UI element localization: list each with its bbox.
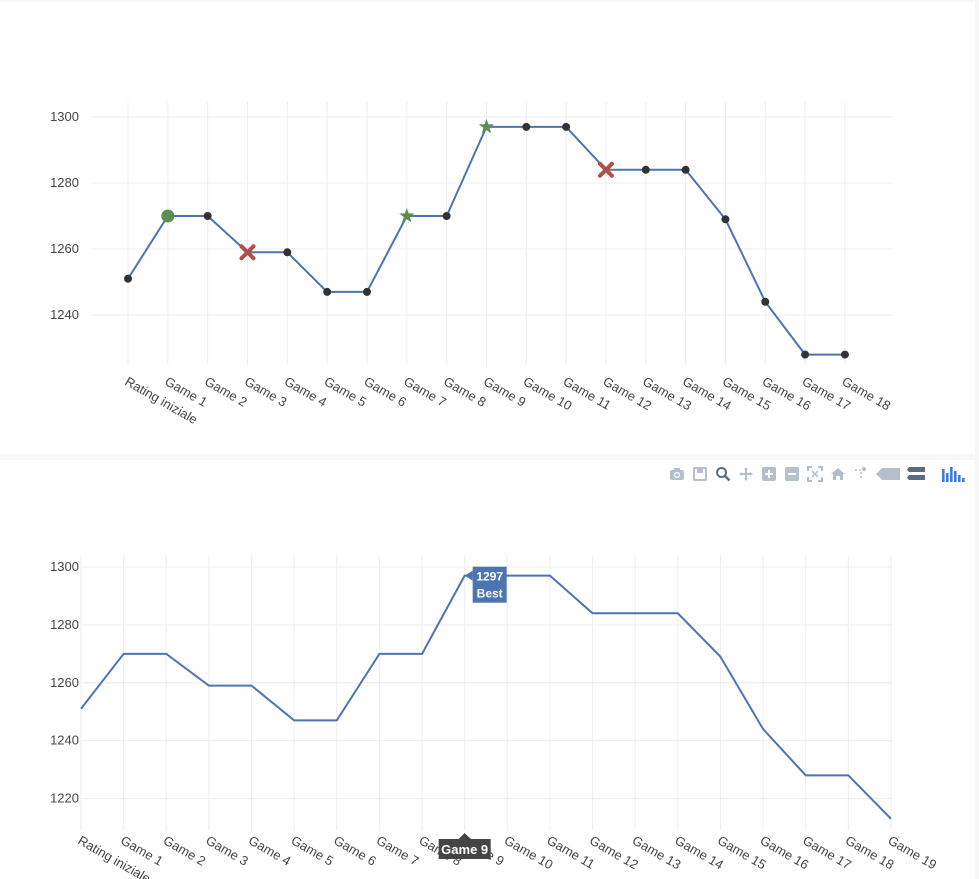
hover-x-text: Game 9 <box>441 842 488 857</box>
camera-icon[interactable] <box>668 465 685 482</box>
chart-panel-top[interactable]: 1240 1260 1280 1300 Rating iniziale Game 1 Gam… <box>0 2 975 454</box>
x-tick-label: Game 5 <box>322 374 370 410</box>
data-point <box>840 350 849 359</box>
zoom-icon[interactable] <box>714 465 731 482</box>
data-point <box>522 122 531 131</box>
x-tick-label: Game 19 <box>885 833 939 873</box>
x-tick-label: Game 11 <box>544 833 597 872</box>
y-tick-label: 1280 <box>50 175 79 190</box>
y-tick-label: 1260 <box>50 675 79 690</box>
hover-x-box <box>438 839 491 859</box>
y-tick-label: 1300 <box>50 109 79 124</box>
data-point <box>442 212 451 220</box>
x-tick-label: Game 9 <box>481 374 529 410</box>
hover-tooltip: 1297 Best <box>464 566 507 603</box>
compare-hover-icon[interactable] <box>875 465 901 482</box>
data-point <box>283 248 292 257</box>
hover-box <box>472 566 507 603</box>
y-tick-label: 1280 <box>50 617 79 632</box>
modebar <box>668 465 967 482</box>
plotly-logo-icon[interactable] <box>941 465 967 482</box>
hover-series: Best <box>477 587 503 601</box>
x-tick-label: Game 7 <box>401 374 449 410</box>
series-line <box>80 574 892 820</box>
y-tick-label: 1240 <box>50 733 79 748</box>
reset-axes-icon[interactable] <box>829 465 846 482</box>
x-tick-label: Game 5 <box>289 833 337 869</box>
x-tick-label: Game 2 <box>161 833 209 869</box>
x-tick-label: Game 6 <box>331 833 379 869</box>
data-point-circle-green <box>161 209 175 223</box>
data-point <box>641 165 650 174</box>
data-point <box>124 274 132 283</box>
data-point-star-green <box>478 118 495 134</box>
x-tick-label: Game 7 <box>374 833 422 869</box>
x-tick-label: Game 2 <box>202 374 250 410</box>
x-tick-label: Game 6 <box>361 374 409 410</box>
data-point-x-red <box>239 244 256 261</box>
spike-lines-icon[interactable] <box>852 465 869 482</box>
hover-value: 1297 <box>476 570 503 584</box>
y-tick-label: 1240 <box>50 307 79 322</box>
data-point <box>562 122 571 131</box>
data-point <box>323 287 332 296</box>
pan-icon[interactable] <box>737 465 754 482</box>
autoscale-icon[interactable] <box>806 465 823 482</box>
x-tick-label: Game 8 <box>441 374 489 410</box>
zoom-in-icon[interactable] <box>760 465 777 482</box>
data-point <box>761 297 770 306</box>
data-point <box>362 287 371 296</box>
hover-x-label: Game 9 <box>438 833 491 859</box>
data-point-x-red <box>597 161 614 178</box>
data-point <box>801 350 810 359</box>
data-point <box>203 212 212 220</box>
hover-x-pointer <box>458 833 471 839</box>
closest-hover-icon[interactable] <box>907 465 927 482</box>
x-tick-label: Game 3 <box>242 374 290 410</box>
x-tick-label: Game 4 <box>246 833 294 869</box>
data-point <box>721 215 730 224</box>
hover-pointer <box>464 570 473 581</box>
save-icon[interactable] <box>691 465 708 482</box>
x-tick-label: Game 3 <box>203 833 251 869</box>
y-tick-label: 1260 <box>50 241 79 256</box>
zoom-out-icon[interactable] <box>783 465 800 482</box>
data-point-star-green <box>399 208 415 223</box>
y-tick-label: 1300 <box>50 559 79 574</box>
data-point <box>681 165 690 174</box>
x-tick-label: Game 4 <box>282 374 330 410</box>
chart-panel-bottom[interactable]: 1220 1240 1260 1280 1300 Rating iniziale Game … <box>0 460 975 879</box>
y-tick-label: 1220 <box>50 791 79 806</box>
